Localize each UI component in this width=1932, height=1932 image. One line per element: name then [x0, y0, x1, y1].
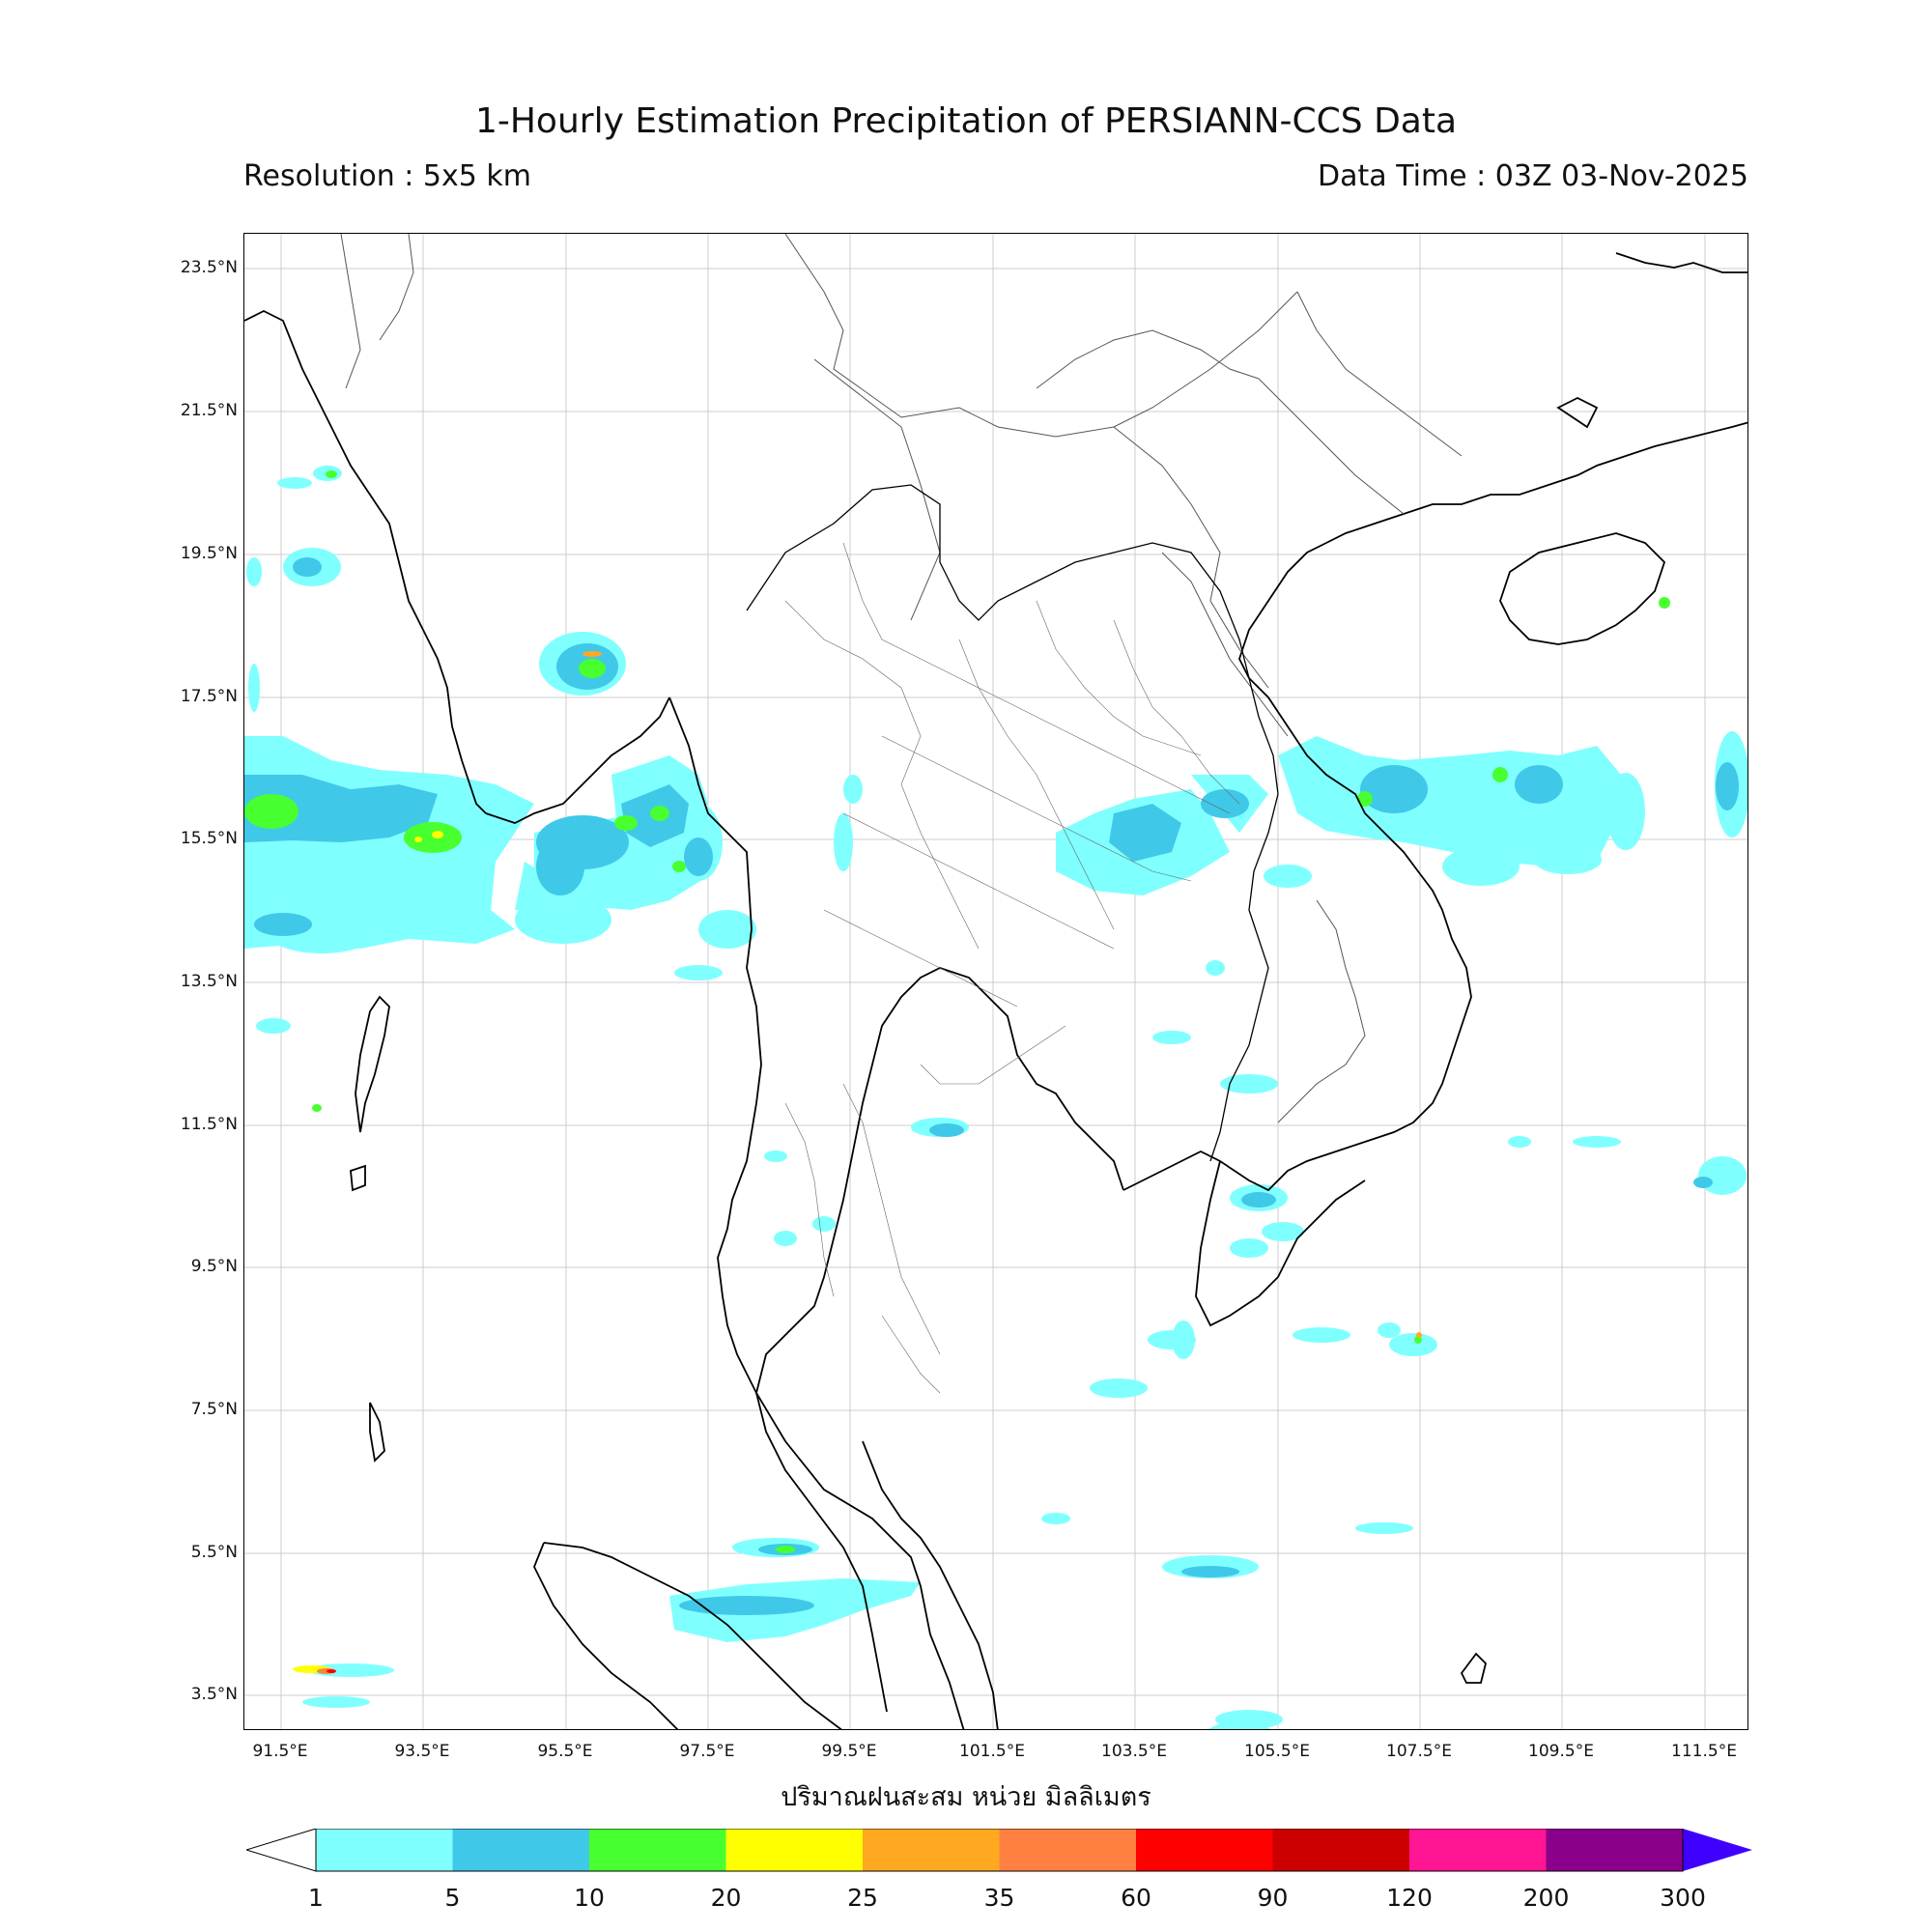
lon-tick: 93.5°E: [394, 1742, 450, 1761]
lon-tick: 111.5°E: [1671, 1742, 1737, 1761]
colorbar-caption: ปริมาณฝนสะสม หน่วย มิลลิเมตร: [781, 1782, 1151, 1812]
lat-tick: 7.5°N: [190, 1400, 238, 1419]
thailand-border: [746, 484, 1279, 1162]
lat-tick: 3.5°N: [190, 1685, 238, 1704]
colorbar-tick-label: 35: [983, 1884, 1015, 1912]
colorbar-segment: [725, 1829, 863, 1871]
map-canvas: [244, 234, 1747, 1729]
colorbar-over-arrow: [1683, 1829, 1752, 1871]
lat-tick: 13.5°N: [180, 972, 238, 991]
map-panel[interactable]: [243, 233, 1748, 1730]
lon-tick: 101.5°E: [959, 1742, 1025, 1761]
colorbar-tick-label: 25: [847, 1884, 878, 1912]
colorbar-segment: [452, 1829, 589, 1871]
lat-tick: 5.5°N: [190, 1543, 238, 1562]
colorbar-segment: [1546, 1829, 1683, 1871]
colorbar-tick-label: 90: [1257, 1884, 1289, 1912]
province-lines: [784, 542, 1240, 1394]
lon-tick: 97.5°E: [679, 1742, 735, 1761]
gridlines: [244, 234, 1747, 1729]
colorbar-segment: [1409, 1829, 1547, 1871]
lat-tick: 19.5°N: [180, 544, 238, 563]
lon-tick: 105.5°E: [1244, 1742, 1310, 1761]
rain-5-10: [244, 557, 1739, 1615]
lon-tick: 109.5°E: [1528, 1742, 1594, 1761]
colorbar-tick-label: 5: [444, 1884, 461, 1912]
lon-tick: 95.5°E: [537, 1742, 593, 1761]
lon-tick: 91.5°E: [252, 1742, 308, 1761]
data-time-text: Data Time : 03Z 03-Nov-2025: [1318, 159, 1748, 193]
colorbar-segment: [863, 1829, 1000, 1871]
lat-tick: 15.5°N: [180, 829, 238, 848]
colorbar-segment: [1136, 1829, 1273, 1871]
colorbar-segment: [589, 1829, 726, 1871]
resolution-text: Resolution : 5x5 km: [243, 159, 531, 193]
rain-1-5: [244, 466, 1747, 1729]
colorbar-tick-label: 300: [1660, 1884, 1706, 1912]
map-title: 1-Hourly Estimation Precipitation of PER…: [474, 101, 1458, 141]
colorbar: [246, 1829, 1752, 1872]
lon-tick: 99.5°E: [821, 1742, 877, 1761]
colorbar-tick-label: 10: [574, 1884, 605, 1912]
colorbar-under-arrow: [246, 1829, 317, 1872]
colorbar-tick-label: 20: [710, 1884, 742, 1912]
lon-tick: 107.5°E: [1386, 1742, 1452, 1761]
lat-tick: 9.5°N: [190, 1257, 238, 1276]
colorbar-tick-label: 120: [1386, 1884, 1433, 1912]
colorbar-tick-label: 200: [1522, 1884, 1570, 1912]
colorbar-outline: [315, 1829, 1684, 1872]
lon-tick: 103.5°E: [1101, 1742, 1167, 1761]
rain-cores: [293, 651, 1422, 1674]
colorbar-segment: [316, 1829, 453, 1871]
lat-tick: 11.5°N: [180, 1115, 238, 1134]
coastlines: [244, 252, 1747, 1729]
lat-tick: 21.5°N: [180, 401, 238, 420]
colorbar-tick-label: 1: [308, 1884, 324, 1912]
lat-tick: 23.5°N: [180, 258, 238, 277]
rain-10-20: [244, 470, 1670, 1553]
country-borders: [340, 234, 1463, 1123]
colorbar-segment: [1272, 1829, 1409, 1871]
colorbar-tick-label: 60: [1121, 1884, 1151, 1912]
colorbar-segment: [999, 1829, 1136, 1871]
lat-tick: 17.5°N: [180, 687, 238, 706]
